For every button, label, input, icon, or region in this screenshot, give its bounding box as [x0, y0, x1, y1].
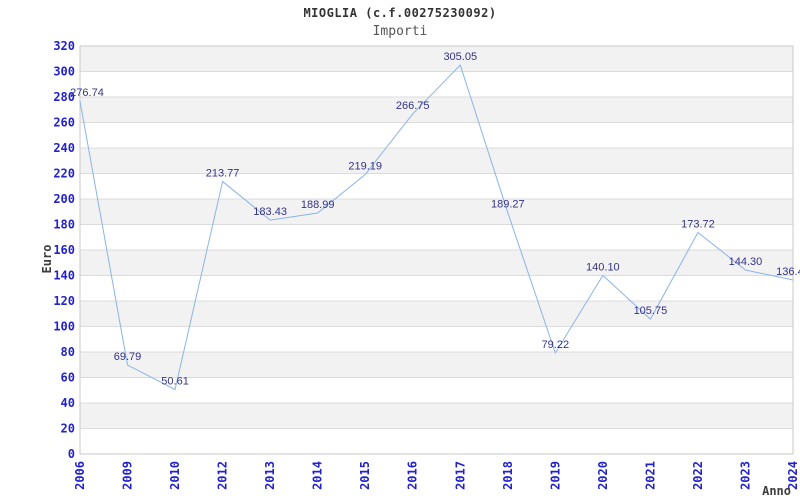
plot-band [80, 199, 793, 225]
plot-band [80, 46, 793, 72]
data-point-label: 69.79 [114, 351, 142, 363]
x-tick-label: 2010 [168, 461, 182, 490]
data-point-label: 183.43 [253, 206, 287, 218]
x-tick-label: 2006 [73, 461, 87, 490]
x-tick-label: 2014 [311, 461, 325, 490]
y-tick-label: 160 [53, 243, 75, 257]
y-tick-label: 20 [61, 422, 75, 436]
x-tick-label: 2018 [501, 461, 515, 490]
x-tick-label: 2013 [263, 461, 277, 490]
data-point-label: 144.30 [729, 256, 763, 268]
x-axis-title: Anno [762, 484, 791, 498]
x-tick-label: 2023 [738, 461, 752, 490]
y-tick-label: 120 [53, 294, 75, 308]
x-tick-label: 2017 [453, 461, 467, 490]
data-point-label: 188.99 [301, 199, 335, 211]
plot-band [80, 352, 793, 378]
y-tick-label: 140 [53, 269, 75, 283]
plot-band [80, 71, 793, 97]
x-tick-label: 2009 [121, 461, 135, 490]
data-point-label: 79.22 [542, 339, 570, 351]
y-tick-label: 80 [61, 345, 75, 359]
data-point-label: 276.74 [70, 87, 104, 99]
plot-band [80, 403, 793, 429]
plot-band [80, 173, 793, 199]
data-line [79, 64, 794, 391]
plot-band [80, 224, 793, 250]
plot-band [80, 326, 793, 352]
y-tick-label: 300 [53, 65, 75, 79]
y-tick-label: 0 [68, 447, 75, 461]
y-tick-label: 240 [53, 141, 75, 155]
plot-band [80, 377, 793, 403]
data-point-label: 140.10 [586, 261, 620, 273]
x-tick-label: 2015 [358, 461, 372, 490]
y-tick-label: 100 [53, 320, 75, 334]
data-point-label: 105.75 [634, 305, 668, 317]
x-tick-label: 2021 [643, 461, 657, 490]
data-point-label: 173.72 [681, 219, 715, 231]
plot-band [80, 250, 793, 276]
data-point-label: 266.75 [396, 100, 430, 112]
plot-band [80, 428, 793, 454]
plot-band [80, 301, 793, 327]
plot-band [80, 148, 793, 174]
data-point-label: 305.05 [443, 51, 477, 63]
y-tick-label: 280 [53, 90, 75, 104]
data-point-label: 50.61 [161, 375, 189, 387]
y-tick-label: 200 [53, 192, 75, 206]
x-tick-label: 2012 [216, 461, 230, 490]
data-point-label: 189.27 [491, 199, 525, 211]
chart-subtitle: Importi [372, 24, 428, 39]
data-point-label: 219.19 [348, 161, 382, 173]
x-tick-label: 2016 [406, 461, 420, 490]
plot-band [80, 97, 793, 123]
x-tick-label: 2020 [596, 461, 610, 490]
x-tick-label: 2019 [548, 461, 562, 490]
plot-band [80, 275, 793, 301]
y-axis-title: Euro [40, 245, 54, 274]
y-tick-label: 180 [53, 218, 75, 232]
data-point-label: 136.47 [776, 266, 800, 278]
plot-border [79, 45, 794, 455]
x-tick-label: 2022 [691, 461, 705, 490]
x-tick-label: 2024 [786, 461, 800, 490]
plot-band [80, 122, 793, 148]
y-tick-label: 220 [53, 167, 75, 181]
y-tick-label: 320 [53, 39, 75, 53]
data-point-label: 213.77 [206, 167, 240, 179]
y-tick-label: 60 [61, 371, 75, 385]
y-tick-label: 260 [53, 116, 75, 130]
chart-title: MIOGLIA (c.f.00275230092) [303, 6, 497, 20]
y-tick-label: 40 [61, 396, 75, 410]
